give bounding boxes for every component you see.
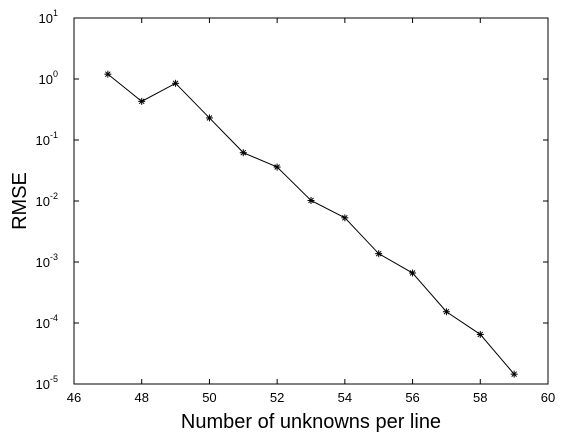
y-axis-ticks: 10-5 10-4 10-3 10-2 10-1 100 101 [36, 8, 548, 392]
data-point [205, 114, 213, 122]
data-point [476, 330, 484, 338]
data-point [239, 149, 247, 157]
data-point [307, 196, 315, 204]
series-markers [104, 70, 518, 378]
data-point [375, 250, 383, 258]
data-point [341, 214, 349, 222]
series-line [107, 73, 515, 375]
data-point [510, 370, 518, 378]
data-point [172, 79, 180, 87]
x-tick-label: 48 [134, 390, 148, 405]
data-point [442, 308, 450, 316]
data-point [409, 269, 417, 277]
y-tick-label: 101 [39, 8, 58, 26]
y-tick-label: 10-2 [36, 191, 58, 209]
y-tick-label: 10-1 [36, 130, 58, 148]
x-tick-label: 60 [541, 390, 555, 405]
y-tick-label: 100 [39, 69, 58, 87]
y-tick-label: 10-5 [36, 374, 58, 392]
data-point [138, 97, 146, 105]
x-tick-label: 54 [338, 390, 352, 405]
data-point [104, 70, 112, 78]
x-tick-label: 46 [67, 390, 81, 405]
x-tick-label: 52 [270, 390, 284, 405]
x-tick-label: 58 [473, 390, 487, 405]
x-tick-label: 50 [202, 390, 216, 405]
x-axis-ticks: 46 48 50 52 54 56 58 60 [67, 18, 555, 405]
y-axis-label: RMSE [9, 172, 31, 230]
x-axis-label: Number of unknowns per line [181, 411, 441, 433]
y-tick-label: 10-3 [36, 252, 58, 270]
data-point [273, 163, 281, 171]
y-tick-label: 10-4 [36, 313, 58, 331]
x-tick-label: 56 [405, 390, 419, 405]
